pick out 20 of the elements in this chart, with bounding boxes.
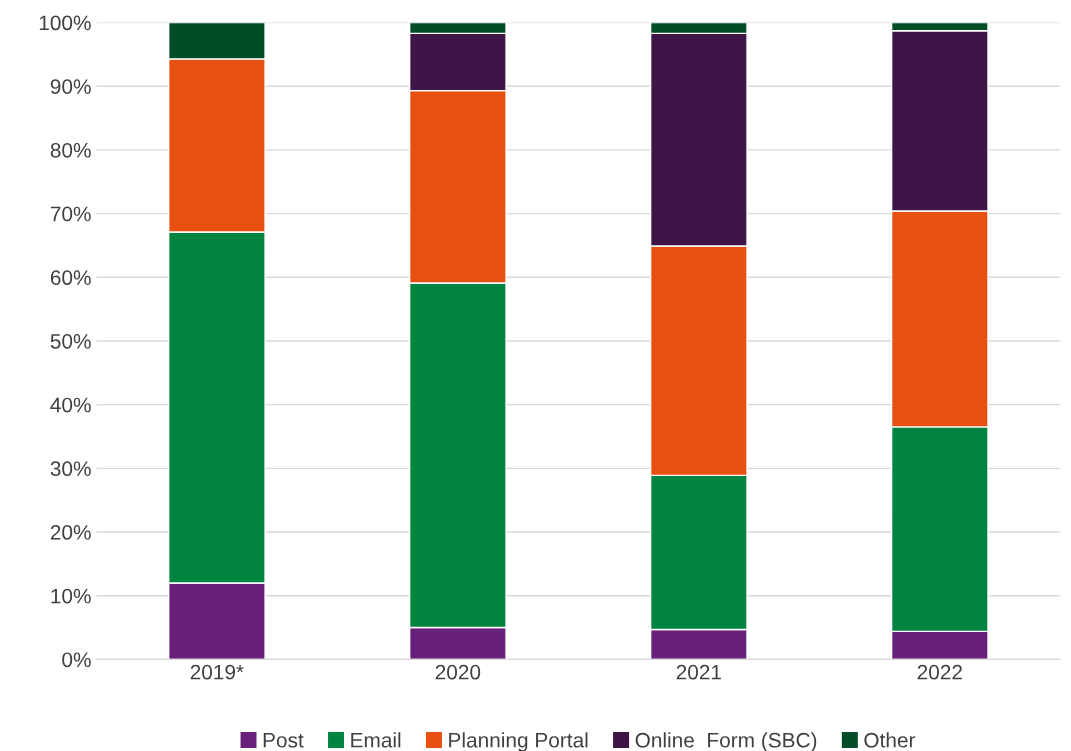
- y-tick-label: 70%: [50, 206, 91, 222]
- legend-label: Online Form (SBC): [635, 732, 817, 751]
- x-tick-label: 2022: [917, 664, 962, 680]
- y-tick-label: 10%: [51, 588, 91, 604]
- x-tick-label: 2020: [435, 664, 481, 680]
- y-tick-label: 100%: [39, 15, 91, 31]
- y-tick-label: 20%: [50, 525, 91, 540]
- x-tick-label: 2019*: [190, 664, 244, 680]
- legend-label: Other: [864, 732, 916, 748]
- y-tick-label: 60%: [50, 270, 91, 286]
- legend-label: Planning Portal: [449, 732, 588, 751]
- y-tick-label: 30%: [50, 461, 91, 477]
- y-tick-label: 0%: [62, 652, 91, 668]
- y-tick-label: 90%: [50, 79, 91, 94]
- y-tick-label: 80%: [50, 142, 91, 158]
- y-tick-label: 50%: [50, 333, 91, 349]
- x-tick-label: 2021: [676, 664, 721, 680]
- legend-label: Email: [351, 732, 401, 748]
- legend-label: Post: [263, 733, 304, 748]
- y-tick-label: 40%: [50, 397, 91, 413]
